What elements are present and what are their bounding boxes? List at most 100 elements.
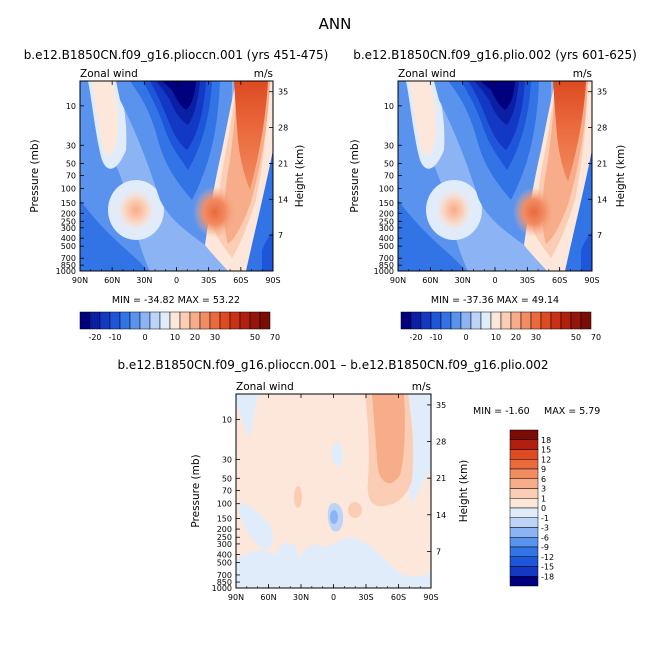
panel-a-y-tick-label: 150 (61, 199, 76, 208)
panel-a-colorbar-swatch (259, 311, 271, 330)
panel-a-colorbar-swatch (219, 311, 231, 330)
panel-b-y-tick-label: 850 (379, 261, 394, 270)
panel-b-colorbar-label: 70 (591, 333, 601, 342)
panel-c-field (236, 394, 431, 588)
panel-b-min-max: MIN = -37.36 MAX = 49.14 (431, 295, 559, 306)
panel-b-x-tick-label: 90S (584, 276, 599, 285)
panel-b-y2-tick-label: 21 (597, 159, 607, 168)
panel-c: b.e12.B1850CN.f09_g16.plioccn.001 – b.e1… (118, 358, 601, 602)
panel-c-colorbar-swatch (509, 507, 539, 518)
panel-b-colorbar-swatch (570, 311, 582, 330)
panel-b-x-tick-label: 30N (455, 276, 471, 285)
panel-b-y-tick-label: 1000 (374, 267, 394, 276)
panel-c-y2-tick-label: 14 (436, 511, 446, 520)
panel-a-ylabel: Pressure (mb) (29, 139, 41, 212)
panel-a: b.e12.B1850CN.f09_g16.plioccn.001 (yrs 4… (24, 48, 329, 342)
panel-b-colorbar-swatch (550, 311, 562, 330)
panel-b-y-tick-label: 100 (379, 184, 394, 193)
panel-c-y-tick-label: 30 (222, 456, 232, 465)
panel-c-y-tick-label: 850 (217, 578, 232, 587)
panel-c-colorbar-label: 9 (541, 465, 546, 474)
panel-a-colorbar-swatch (159, 311, 171, 330)
panel-b-colorbar-swatch (440, 311, 452, 330)
panel-a-y2-tick-label: 7 (278, 231, 283, 240)
panel-c-ylabel: Pressure (mb) (190, 454, 202, 527)
panel-a-y-tick-label: 250 (61, 217, 76, 226)
panel-c-y-tick-label: 150 (217, 515, 232, 524)
panel-c-y-tick-label: 50 (222, 474, 232, 483)
panel-a-colorbar-label: 20 (190, 333, 200, 342)
panel-a-colorbar-label: 30 (210, 333, 220, 342)
panel-c-colorbar-swatch (509, 449, 539, 460)
panel-a-y-tick-label: 200 (61, 209, 76, 218)
panel-a-colorbar-label: -10 (108, 333, 121, 342)
panel-a-y-tick-label: 700 (61, 254, 76, 263)
panel-c-colorbar-label: 18 (541, 436, 551, 445)
panel-b-x-tick-label: 30S (520, 276, 535, 285)
panel-b-title: b.e12.B1850CN.f09_g16.plio.002 (yrs 601-… (353, 48, 637, 62)
panel-b-ylabel: Pressure (mb) (349, 139, 361, 212)
panel-a-x-tick-label: 60N (104, 276, 120, 285)
panel-a-colorbar-swatch (129, 311, 141, 330)
panel-a-colorbar-swatch (179, 311, 191, 330)
panel-b-x-tick-label: 60N (422, 276, 438, 285)
panel-a-colorbar-swatch (99, 311, 111, 330)
panel-c-colorbar-swatch (509, 468, 539, 479)
panel-b-colorbar-swatch (470, 311, 482, 330)
panel-a-y-tick-label: 850 (61, 261, 76, 270)
page-title: ANN (319, 15, 352, 33)
panel-b-x-tick-label: 60S (552, 276, 567, 285)
panel-a-y2label: Height (km) (294, 145, 306, 208)
panel-a-x-tick-label: 0 (174, 276, 179, 285)
panel-b-units-label: m/s (573, 68, 592, 80)
panel-a-y2-tick-label: 14 (278, 195, 288, 204)
panel-c-colorbar-label: 15 (541, 446, 551, 455)
panel-c-min: MIN = -1.60 (473, 406, 530, 417)
panel-a-colorbar-swatch (149, 311, 161, 330)
panel-c-units-label: m/s (412, 381, 431, 393)
panel-c-x-tick-label: 90N (228, 593, 244, 602)
panel-a-colorbar-swatch (189, 311, 201, 330)
panel-b-colorbar-label: 0 (463, 333, 468, 342)
panel-a-axes: 90N 60N 30N 0 30S 60S 90S103050701001502002503… (56, 81, 288, 285)
panel-c-x-tick-label: 90S (423, 593, 438, 602)
panel-c-colorbar-label: -15 (541, 563, 554, 572)
panel-a-colorbar-swatch (119, 311, 131, 330)
panel-b-y-tick-label: 200 (379, 209, 394, 218)
panel-c-colorbar-label: 6 (541, 475, 546, 484)
panel-b-y-tick-label: 30 (384, 141, 394, 150)
panel-a-colorbar-label: 0 (142, 333, 147, 342)
panel-a-field (80, 81, 273, 271)
panel-b-y-tick-label: 250 (379, 217, 394, 226)
panel-c-colorbar-label: 0 (541, 504, 546, 513)
panel-c-y-tick-label: 100 (217, 500, 232, 509)
panel-c-y2-tick-label: 28 (436, 438, 446, 447)
panel-b-colorbar-swatch (400, 311, 412, 330)
panel-b-colorbar-swatch (480, 311, 492, 330)
panel-a-y-tick-label: 400 (61, 234, 76, 243)
panel-b-colorbar-swatch (430, 311, 442, 330)
panel-c-colorbar-label: 12 (541, 455, 551, 464)
panel-b-colorbar-label: -20 (409, 333, 422, 342)
panel-c-colorbar-label: -1 (541, 514, 549, 523)
panel-b-y-tick-label: 70 (384, 172, 394, 181)
panel-b-colorbar-swatch (460, 311, 472, 330)
panel-c-y-tick-label: 1000 (212, 584, 232, 593)
panel-b-colorbar-swatch (520, 311, 532, 330)
panel-c-colorbar-swatch (509, 429, 539, 440)
panel-c-y-tick-label: 250 (217, 533, 232, 542)
panel-b-y-tick-label: 50 (384, 160, 394, 169)
panel-b-y2-tick-label: 28 (597, 124, 607, 133)
panel-a-y-tick-label: 100 (61, 184, 76, 193)
panel-b-colorbar-swatch (410, 311, 422, 330)
panel-a-colorbar-swatch (139, 311, 151, 330)
panel-b-colorbar-swatch (500, 311, 512, 330)
panel-a-colorbar-swatch (209, 311, 221, 330)
panel-c-axes: 90N 60N 30N 0 30S 60S 90S103050701001502002503… (212, 394, 446, 602)
panel-a-y-tick-label: 500 (61, 242, 76, 251)
panel-c-y2-tick-label: 35 (436, 401, 446, 410)
panel-a-x-tick-label: 30N (136, 276, 152, 285)
panel-c-y-tick-label: 300 (217, 540, 232, 549)
